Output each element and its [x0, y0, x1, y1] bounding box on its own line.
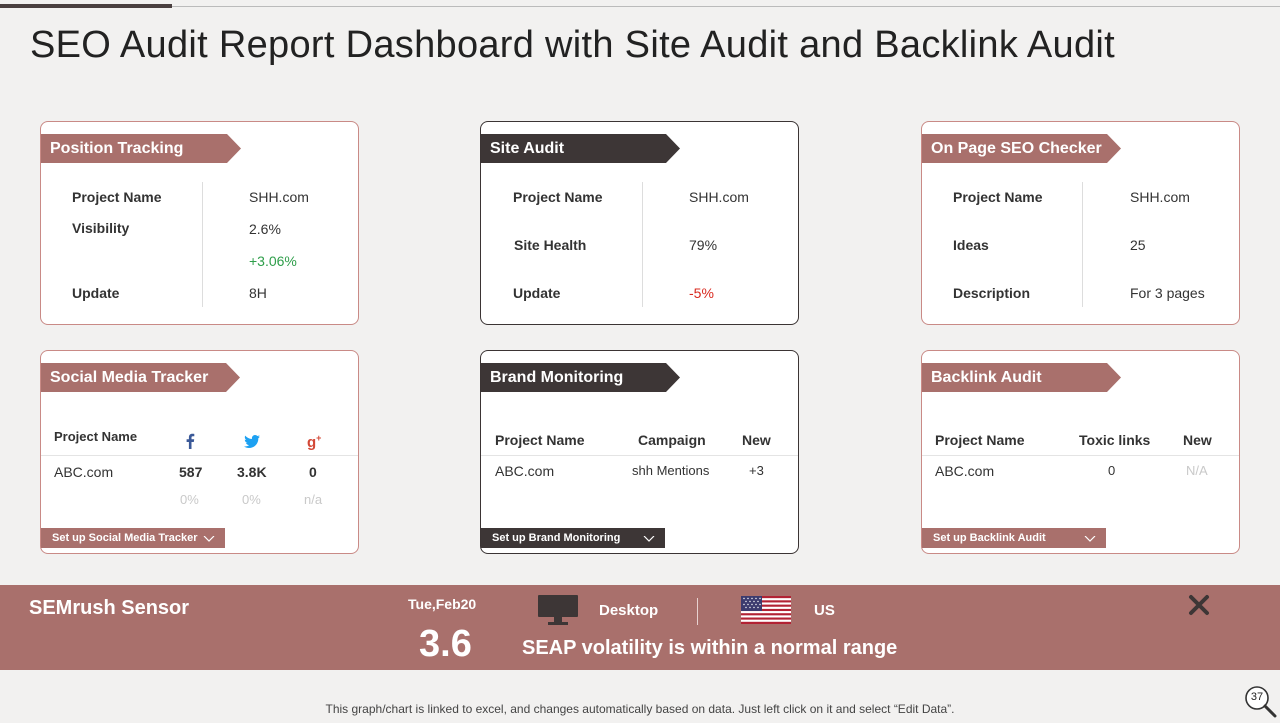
toxic-links-value: 0	[1108, 463, 1116, 478]
column-header: New	[742, 432, 771, 448]
setup-brand-monitoring-button[interactable]: Set up Brand Monitoring	[481, 528, 665, 548]
chevron-down-icon	[1084, 536, 1096, 542]
social-media-card: Social Media Tracker Project Name g+ ABC…	[40, 350, 359, 554]
row-value: 2.6%	[249, 221, 281, 237]
brand-monitoring-title: Brand Monitoring	[481, 363, 680, 392]
row-label: Site Health	[514, 237, 587, 253]
facebook-change: 0%	[180, 492, 199, 507]
row-value: 8H	[249, 285, 267, 301]
google-plus-icon: g+	[307, 433, 322, 451]
row-value: 25	[1130, 237, 1146, 253]
facebook-icon	[184, 433, 196, 454]
setup-label: Set up Brand Monitoring	[492, 532, 621, 544]
row-value: SHH.com	[249, 189, 309, 205]
setup-social-media-button[interactable]: Set up Social Media Tracker	[41, 528, 225, 548]
project-name: ABC.com	[54, 464, 114, 480]
row-value: 79%	[689, 237, 718, 253]
site-audit-card: Site Audit Project Name SHH.com Site Hea…	[480, 121, 799, 325]
page-number: 37	[1250, 691, 1264, 703]
google-plus-change: n/a	[304, 492, 323, 507]
sensor-date: Tue,Feb20	[408, 596, 477, 612]
new-value: N/A	[1186, 463, 1208, 478]
google-plus-value: 0	[309, 464, 317, 480]
twitter-value: 3.8K	[237, 464, 267, 480]
chevron-down-icon	[643, 536, 655, 542]
on-page-seo-card: On Page SEO Checker Project Name SHH.com…	[921, 121, 1240, 325]
column-header: New	[1183, 432, 1212, 448]
row-label: Update	[513, 285, 561, 301]
position-tracking-card: Position Tracking Project Name SHH.com V…	[40, 121, 359, 325]
row-label: Project Name	[72, 189, 162, 205]
on-page-seo-title: On Page SEO Checker	[922, 134, 1121, 163]
brand-monitoring-card: Brand Monitoring Project Name Campaign N…	[480, 350, 799, 554]
backlink-audit-card: Backlink Audit Project Name Toxic links …	[921, 350, 1240, 554]
monitor-icon	[537, 594, 579, 631]
us-flag-icon	[741, 596, 791, 629]
update-change: -5%	[689, 285, 714, 301]
position-tracking-title: Position Tracking	[41, 134, 241, 163]
top-accent-bar	[0, 4, 172, 8]
column-header: Campaign	[638, 432, 706, 448]
row-separator	[922, 455, 1239, 456]
project-name: ABC.com	[935, 463, 995, 479]
row-label: Ideas	[953, 237, 989, 253]
row-value: SHH.com	[689, 189, 749, 205]
page-number-badge: 37	[1243, 684, 1277, 718]
row-value: For 3 pages	[1130, 285, 1205, 301]
column-header: Project Name	[935, 432, 1025, 448]
twitter-icon	[244, 435, 260, 453]
project-name: ABC.com	[495, 463, 555, 479]
row-separator	[481, 455, 798, 456]
new-value: +3	[749, 463, 764, 478]
close-icon[interactable]	[1188, 594, 1210, 621]
setup-backlink-audit-button[interactable]: Set up Backlink Audit	[922, 528, 1106, 548]
backlink-audit-title: Backlink Audit	[922, 363, 1121, 392]
chevron-down-icon	[203, 536, 215, 542]
volatility-score: 3.6	[419, 623, 472, 665]
magnifier-icon	[1245, 686, 1277, 718]
setup-label: Set up Backlink Audit	[933, 532, 1046, 544]
setup-label: Set up Social Media Tracker	[52, 532, 198, 544]
campaign-value: shh Mentions	[632, 463, 710, 478]
footnote: This graph/chart is linked to excel, and…	[325, 702, 955, 716]
row-label: Visibility	[72, 220, 130, 236]
row-label: Description	[953, 285, 1031, 301]
sensor-title: SEMrush Sensor	[29, 597, 190, 619]
site-audit-title: Site Audit	[481, 134, 680, 163]
divider	[1082, 182, 1083, 307]
semrush-sensor-bar: SEMrush Sensor Tue,Feb20 3.6 Desktop US …	[0, 585, 1280, 670]
page-title: SEO Audit Report Dashboard with Site Aud…	[30, 24, 1116, 66]
row-value: SHH.com	[1130, 189, 1190, 205]
row-separator	[41, 455, 358, 456]
column-header: Project Name	[495, 432, 585, 448]
divider	[642, 182, 643, 307]
separator	[697, 598, 698, 625]
row-label: Project Name	[513, 189, 603, 205]
row-label: Update	[72, 285, 120, 301]
column-header: Toxic links	[1079, 432, 1151, 448]
twitter-change: 0%	[242, 492, 261, 507]
column-header: Project Name	[54, 429, 138, 444]
social-media-title: Social Media Tracker	[41, 363, 240, 392]
row-label: Project Name	[953, 189, 1043, 205]
visibility-change: +3.06%	[249, 253, 297, 269]
volatility-message: SEAP volatility is within a normal range	[522, 637, 898, 659]
country-label[interactable]: US	[814, 602, 835, 619]
top-rule	[0, 6, 1280, 7]
device-label[interactable]: Desktop	[599, 602, 659, 619]
divider	[202, 182, 203, 307]
facebook-value: 587	[179, 464, 203, 480]
